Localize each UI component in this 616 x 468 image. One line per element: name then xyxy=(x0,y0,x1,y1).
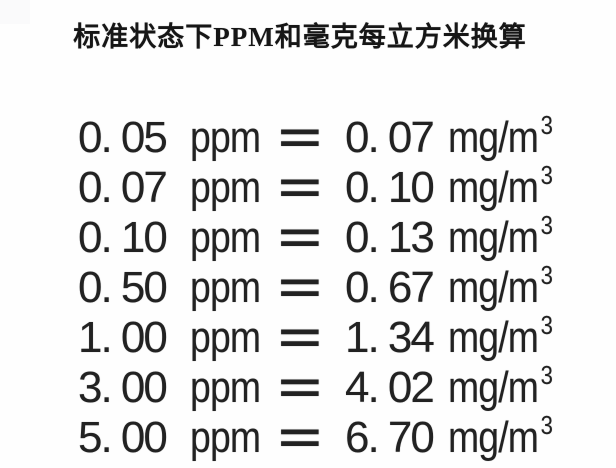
equals-sign: = xyxy=(278,313,322,362)
scan-artifact xyxy=(0,0,30,24)
mg-value: 0. 67 xyxy=(345,263,435,312)
mg-value: 0. 13 xyxy=(345,213,435,262)
mg-unit-label: mg/m3 xyxy=(448,260,553,318)
table-row: 1. 00 ppm = 1. 34 mg/m3 xyxy=(0,310,616,363)
equals-sign: = xyxy=(278,113,322,162)
mg-unit-base: mg/m xyxy=(448,363,539,412)
cubic-meter-exponent: 3 xyxy=(540,160,553,190)
equals-sign: = xyxy=(278,263,322,312)
mg-unit-base: mg/m xyxy=(448,113,539,162)
ppm-value: 1. 00 xyxy=(78,313,168,362)
table-row: 0. 05 ppm = 0. 07 mg/m3 xyxy=(0,110,616,163)
ppm-unit-label: ppm xyxy=(190,163,261,212)
mg-unit-base: mg/m xyxy=(448,413,539,462)
mg-unit-base: mg/m xyxy=(448,213,539,262)
ppm-unit-label: ppm xyxy=(190,263,261,312)
mg-unit-label: mg/m3 xyxy=(448,360,553,418)
ppm-value: 0. 05 xyxy=(78,113,168,162)
mg-unit-label: mg/m3 xyxy=(448,160,553,218)
ppm-value: 3. 00 xyxy=(78,363,168,412)
table-row: 0. 07 ppm = 0. 10 mg/m3 xyxy=(0,160,616,213)
equals-sign: = xyxy=(278,363,322,412)
mg-value: 6. 70 xyxy=(345,413,435,462)
cubic-meter-exponent: 3 xyxy=(540,410,553,440)
table-row: 5. 00 ppm = 6. 70 mg/m3 xyxy=(0,410,616,463)
cubic-meter-exponent: 3 xyxy=(540,260,553,290)
mg-unit-base: mg/m xyxy=(448,263,539,312)
table-row: 0. 10 ppm = 0. 13 mg/m3 xyxy=(0,210,616,263)
mg-value: 1. 34 xyxy=(345,313,435,362)
page-title: 标准状态下PPM和毫克每立方米换算 xyxy=(73,22,527,52)
ppm-unit-label: ppm xyxy=(190,413,261,462)
equals-sign: = xyxy=(278,213,322,262)
ppm-value: 0. 50 xyxy=(78,263,168,312)
cubic-meter-exponent: 3 xyxy=(540,360,553,390)
table-row: 3. 00 ppm = 4. 02 mg/m3 xyxy=(0,360,616,413)
conversion-table: 0. 05 ppm = 0. 07 mg/m3 0. 07 ppm = 0. 1… xyxy=(0,110,616,463)
ppm-value: 5. 00 xyxy=(78,413,168,462)
ppm-unit-label: ppm xyxy=(190,113,261,162)
cubic-meter-exponent: 3 xyxy=(540,210,553,240)
mg-unit-label: mg/m3 xyxy=(448,210,553,268)
cubic-meter-exponent: 3 xyxy=(540,310,553,340)
ppm-unit-label: ppm xyxy=(190,363,261,412)
mg-unit-label: mg/m3 xyxy=(448,410,553,468)
mg-unit-label: mg/m3 xyxy=(448,110,553,168)
mg-unit-base: mg/m xyxy=(448,313,539,362)
ppm-value: 0. 07 xyxy=(78,163,168,212)
mg-value: 0. 10 xyxy=(345,163,435,212)
table-row: 0. 50 ppm = 0. 67 mg/m3 xyxy=(0,260,616,313)
mg-unit-label: mg/m3 xyxy=(448,310,553,368)
equals-sign: = xyxy=(278,413,322,462)
ppm-value: 0. 10 xyxy=(78,213,168,262)
mg-unit-base: mg/m xyxy=(448,163,539,212)
mg-value: 4. 02 xyxy=(345,363,435,412)
mg-value: 0. 07 xyxy=(345,113,435,162)
cubic-meter-exponent: 3 xyxy=(540,110,553,140)
ppm-unit-label: ppm xyxy=(190,213,261,262)
ppm-unit-label: ppm xyxy=(190,313,261,362)
equals-sign: = xyxy=(278,163,322,212)
